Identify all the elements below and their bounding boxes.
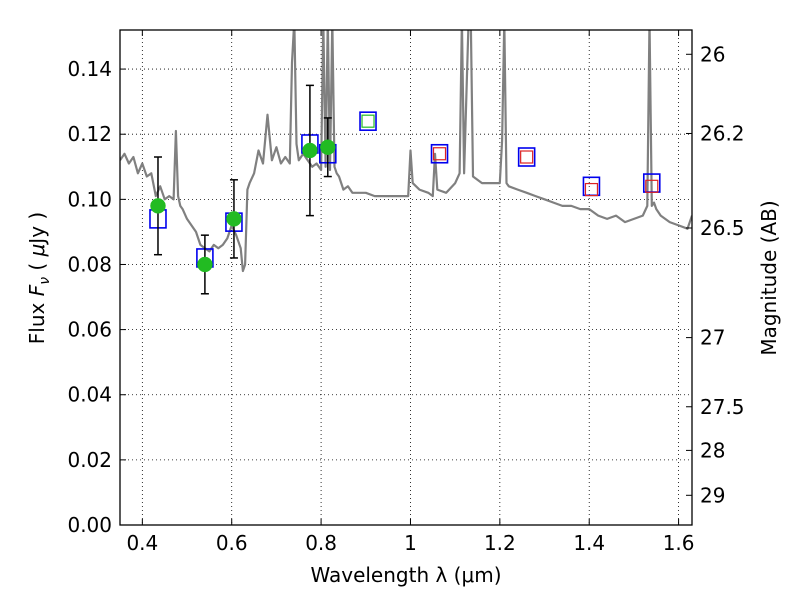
y-tick-label: 0.04 <box>67 383 112 407</box>
model-photometry-point <box>517 147 536 167</box>
observed-photometry-point <box>320 139 336 155</box>
model-photometry-point <box>430 143 449 164</box>
upper-limit-point <box>645 179 659 193</box>
x-axis-label: Wavelength λ (μm) <box>310 563 501 587</box>
mag-tick-label: 29 <box>700 483 725 507</box>
y-tick-label: 0.08 <box>67 252 112 276</box>
observed-photometry-point <box>197 256 213 273</box>
x-tick-label: 1.2 <box>484 531 516 555</box>
y-axis-right-label: Magnitude (AB) <box>757 200 781 355</box>
x-tick-label: 0.4 <box>126 531 158 555</box>
sed-model-line <box>120 30 692 273</box>
model-photometry-point <box>359 111 377 131</box>
mag-tick-label: 26.2 <box>700 121 745 145</box>
mag-tick-label: 28 <box>700 438 725 462</box>
y-tick-label: 0.02 <box>67 448 112 472</box>
plot-frame <box>119 29 693 526</box>
upper-limit-point <box>361 114 375 128</box>
mag-tick-label: 26 <box>700 42 725 66</box>
x-tick-label: 0.8 <box>305 531 337 555</box>
upper-limit-point <box>520 150 534 164</box>
y-tick-label: 0.14 <box>67 57 112 81</box>
plot-area <box>120 30 692 295</box>
y-tick-label: 0.06 <box>67 318 112 342</box>
x-tick-label: 1.4 <box>573 531 605 555</box>
observed-photometry-point <box>150 198 166 214</box>
mag-tick-label: 27 <box>700 326 725 350</box>
upper-limit-point <box>584 182 599 197</box>
mag-tick-label: 27.5 <box>700 395 745 419</box>
x-tick-label: 1.6 <box>663 531 695 555</box>
x-tick-label: 1 <box>404 531 417 555</box>
observed-photometry-point <box>226 211 242 227</box>
axes: 0.4 0.6 0.8 1 1.2 1.4 1.6 0.00 0.02 0.04 0.06 0.08 0… <box>67 29 745 555</box>
upper-limit-point <box>432 147 447 161</box>
observed-photometry-point <box>302 142 318 159</box>
y-tick-label: 0.10 <box>67 187 112 211</box>
mag-tick-label: 26.5 <box>700 216 745 240</box>
y-tick-label: 0.12 <box>67 122 112 146</box>
y-axis-label: Flux Fν ( μJy ) <box>25 212 53 344</box>
x-tick-label: 0.6 <box>216 531 248 555</box>
y-tick-label: 0.00 <box>67 513 112 537</box>
